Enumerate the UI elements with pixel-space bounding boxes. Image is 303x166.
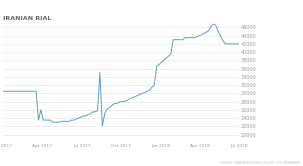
Text: SOURCE: TRADINGECONOMICS.COM | CTC INTERBANK: SOURCE: TRADINGECONOMICS.COM | CTC INTER… bbox=[220, 160, 300, 164]
Text: IRANIAN RIAL: IRANIAN RIAL bbox=[3, 16, 52, 21]
